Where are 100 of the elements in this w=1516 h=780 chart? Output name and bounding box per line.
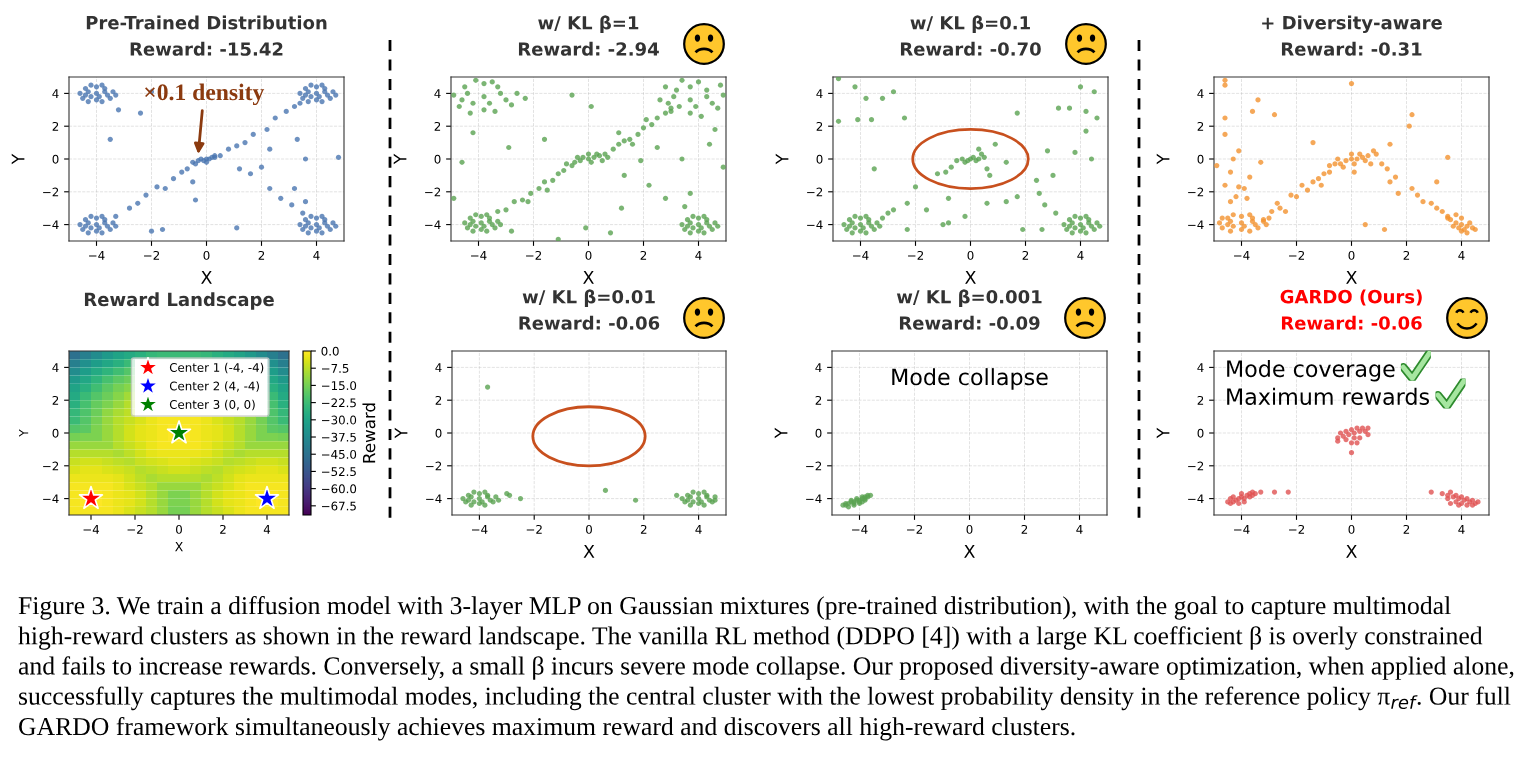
x-tick-label: −4 bbox=[83, 525, 100, 534]
x-tick-label: 4 bbox=[313, 251, 320, 260]
x-tick-label: −2 bbox=[127, 524, 143, 534]
y-tick-label: −4 bbox=[807, 220, 823, 230]
chart-subtitle: Reward: -15.42 bbox=[130, 41, 283, 56]
x-tick-label: −2 bbox=[1289, 524, 1305, 534]
chart-subtitle: Reward: -0.70 bbox=[900, 41, 1041, 56]
y-tick-label: 2 bbox=[434, 121, 441, 131]
y-tick-label: 0 bbox=[1197, 428, 1204, 438]
y-tick-label: 0 bbox=[815, 428, 822, 438]
y-tick-label: −2 bbox=[1188, 461, 1204, 471]
y-tick-label: 2 bbox=[1197, 121, 1204, 131]
color-bar-label: −45.0 bbox=[321, 449, 357, 459]
chart-subtitle: Reward: -2.94 bbox=[518, 41, 659, 56]
x-tick-label: 0 bbox=[966, 524, 973, 534]
y-tick-label: −4 bbox=[1188, 494, 1204, 504]
x-tick-label: 2 bbox=[1021, 524, 1028, 534]
y-tick-label: 0 bbox=[52, 154, 59, 164]
x-tick-label: 0 bbox=[586, 524, 592, 534]
annotation: Maximum rewards bbox=[1227, 387, 1430, 406]
annotation: ×0.1 density bbox=[145, 83, 265, 106]
chart-title: w/ KL β=0.01 bbox=[522, 289, 655, 308]
chart-title: w/ KL β=0.1 bbox=[910, 15, 1030, 34]
y-tick-label: 0 bbox=[434, 154, 441, 164]
x-axis-title: X bbox=[583, 271, 594, 284]
x-tick-label: −2 bbox=[907, 524, 923, 534]
x-tick-label: 0 bbox=[1348, 524, 1355, 534]
y-tick-label: −2 bbox=[43, 187, 59, 197]
y-tick-label: −4 bbox=[426, 494, 442, 504]
y-tick-label: −4 bbox=[425, 220, 441, 230]
y-tick-label: 2 bbox=[435, 395, 442, 405]
x-tick-label: 4 bbox=[1458, 525, 1465, 534]
y-tick-label: 4 bbox=[1197, 363, 1204, 372]
y-tick-label: 2 bbox=[816, 121, 823, 131]
y-tick-label: 4 bbox=[52, 89, 59, 98]
x-tick-label: 4 bbox=[1077, 251, 1084, 260]
y-axis-title: Y bbox=[19, 429, 29, 437]
color-bar-label: −15.0 bbox=[321, 381, 357, 391]
color-bar-label: −30.0 bbox=[321, 415, 357, 425]
color-bar-label: −67.5 bbox=[321, 501, 356, 511]
y-tick-label: −2 bbox=[43, 461, 59, 471]
color-bar-title: Reward bbox=[362, 403, 376, 463]
y-tick-label: 2 bbox=[1197, 395, 1204, 405]
x-tick-label: 0 bbox=[203, 250, 210, 260]
y-tick-label: −4 bbox=[43, 220, 59, 230]
color-bar-label: −52.5 bbox=[321, 467, 356, 477]
x-tick-label: −2 bbox=[526, 250, 542, 260]
x-tick-label: 4 bbox=[695, 525, 702, 534]
chart-subtitle: Reward: -0.31 bbox=[1281, 41, 1422, 56]
y-tick-label: −4 bbox=[43, 494, 59, 504]
x-tick-label: 2 bbox=[640, 250, 647, 260]
x-tick-label: 2 bbox=[1022, 250, 1029, 260]
y-tick-label: −2 bbox=[426, 461, 442, 471]
legend-label: Center 1 (-4, -4) bbox=[169, 362, 264, 374]
x-tick-label: 2 bbox=[640, 524, 647, 534]
chart-subtitle: Reward: -0.06 bbox=[519, 315, 660, 330]
y-tick-label: 0 bbox=[435, 428, 442, 438]
x-tick-label: 2 bbox=[1403, 524, 1410, 534]
chart-subtitle: Reward: -0.06 bbox=[1281, 315, 1422, 330]
y-tick-label: 4 bbox=[816, 89, 823, 98]
y-tick-label: 2 bbox=[52, 121, 59, 131]
y-tick-label: 0 bbox=[816, 154, 823, 164]
y-tick-label: −2 bbox=[807, 187, 823, 197]
x-tick-label: −4 bbox=[89, 251, 105, 260]
y-axis-title: Y bbox=[774, 427, 788, 439]
chart-title: w/ KL β=0.001 bbox=[896, 289, 1042, 308]
legend-label: Center 2 (4, -4) bbox=[169, 381, 259, 392]
y-tick-label: 4 bbox=[52, 363, 59, 372]
chart-title: + Diversity-aware bbox=[1262, 15, 1442, 34]
chart-title: w/ KL β=1 bbox=[538, 15, 639, 34]
x-tick-label: 4 bbox=[263, 525, 271, 534]
y-tick-label: −4 bbox=[806, 494, 822, 504]
x-tick-label: 4 bbox=[1458, 251, 1465, 260]
x-axis-title: X bbox=[1346, 545, 1357, 558]
x-tick-label: 0 bbox=[585, 250, 592, 260]
x-tick-label: 2 bbox=[258, 250, 265, 260]
y-axis-title: Y bbox=[11, 153, 25, 165]
y-tick-label: −4 bbox=[1188, 220, 1204, 230]
x-axis-title: X bbox=[1346, 271, 1357, 284]
color-bar-label: 0.0 bbox=[321, 346, 339, 356]
x-tick-label: −4 bbox=[471, 251, 487, 260]
y-axis-title: Y bbox=[393, 153, 407, 165]
x-tick-label: −4 bbox=[853, 251, 869, 260]
y-tick-label: 4 bbox=[1197, 89, 1204, 98]
x-tick-label: 0 bbox=[967, 250, 974, 260]
x-tick-label: 0 bbox=[176, 524, 182, 534]
x-tick-label: 4 bbox=[1076, 525, 1083, 534]
x-tick-label: −4 bbox=[852, 525, 868, 534]
annotation: Mode collapse bbox=[892, 368, 1048, 390]
y-tick-label: 0 bbox=[1197, 154, 1204, 164]
y-axis-title: Y bbox=[1156, 153, 1170, 165]
y-axis-title: Y bbox=[394, 427, 408, 439]
y-tick-label: 2 bbox=[52, 395, 59, 405]
y-tick-label: −2 bbox=[1188, 187, 1204, 197]
color-bar-label: −37.5 bbox=[321, 432, 356, 442]
y-axis-title: Y bbox=[775, 153, 789, 165]
y-tick-label: 2 bbox=[815, 395, 822, 405]
chart-title: Reward Landscape bbox=[84, 292, 274, 310]
x-tick-label: −4 bbox=[1234, 525, 1250, 534]
x-tick-label: 2 bbox=[220, 524, 226, 534]
